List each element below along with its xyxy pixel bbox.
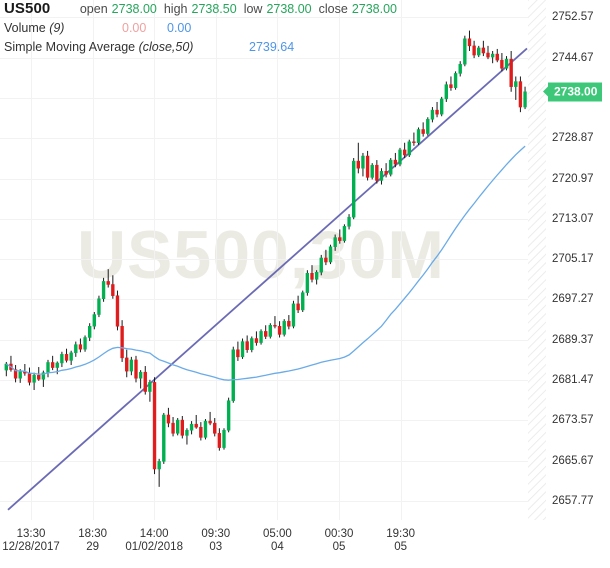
time-tick-time: 19:30 xyxy=(386,528,415,540)
time-tick-date: 01/02/2018 xyxy=(125,541,183,553)
price-tick-label: 2752.57 xyxy=(552,11,594,24)
time-axis[interactable]: 13:30 12/28/2017 18:30 29 14:00 01/02/2018 09:… xyxy=(0,520,610,568)
time-tick-label: 13:30 12/28/2017 xyxy=(2,528,60,554)
time-tick-date: 05 xyxy=(394,541,407,553)
time-tick-date: 05 xyxy=(332,541,346,553)
time-tick-time: 05:00 xyxy=(263,528,292,540)
price-tick-label: 2697.27 xyxy=(552,293,594,306)
future-hatched-zone xyxy=(528,0,546,520)
time-tick-label: 05:00 04 xyxy=(263,528,292,554)
time-tick-label: 14:00 01/02/2018 xyxy=(125,528,183,554)
price-tick-label: 2713.07 xyxy=(552,212,594,225)
price-tick-label: 2673.57 xyxy=(552,414,594,427)
price-tick-label: 2689.37 xyxy=(552,333,594,346)
chart-plot-area[interactable] xyxy=(0,0,528,520)
time-tick-time: 00:30 xyxy=(324,528,354,540)
chart-canvas[interactable] xyxy=(0,0,528,520)
sma-line-series xyxy=(5,145,526,381)
price-tick-label: 2744.67 xyxy=(552,51,594,64)
time-tick-label: 00:30 05 xyxy=(325,528,354,554)
candlestick-series[interactable] xyxy=(4,30,527,487)
time-tick-label: 19:30 05 xyxy=(386,528,415,554)
time-tick-time: 13:30 xyxy=(16,528,46,540)
chart-gridlines xyxy=(0,0,528,520)
trendline-drawing[interactable] xyxy=(7,47,528,511)
time-tick-time: 18:30 xyxy=(78,528,107,540)
time-tick-label: 09:30 03 xyxy=(201,528,230,554)
time-tick-label: 18:30 29 xyxy=(78,528,107,554)
price-tick-label: 2720.97 xyxy=(552,172,594,185)
time-tick-date: 03 xyxy=(209,541,223,553)
price-tick-label: 2728.87 xyxy=(552,132,594,145)
current-price-tag: 2738.00 xyxy=(542,82,603,102)
time-tick-date: 12/28/2017 xyxy=(2,541,60,553)
price-tick-label: 2657.77 xyxy=(552,494,594,507)
price-tick-label: 2665.67 xyxy=(552,454,594,467)
time-tick-time: 09:30 xyxy=(201,528,231,540)
price-axis[interactable]: 2752.572744.672736.772728.872720.972713.… xyxy=(542,0,610,520)
price-tick-label: 2705.17 xyxy=(552,253,594,266)
time-tick-time: 14:00 xyxy=(139,528,169,540)
price-tick-label: 2681.47 xyxy=(552,373,594,386)
time-tick-date: 04 xyxy=(270,541,284,553)
time-tick-date: 29 xyxy=(86,541,99,553)
